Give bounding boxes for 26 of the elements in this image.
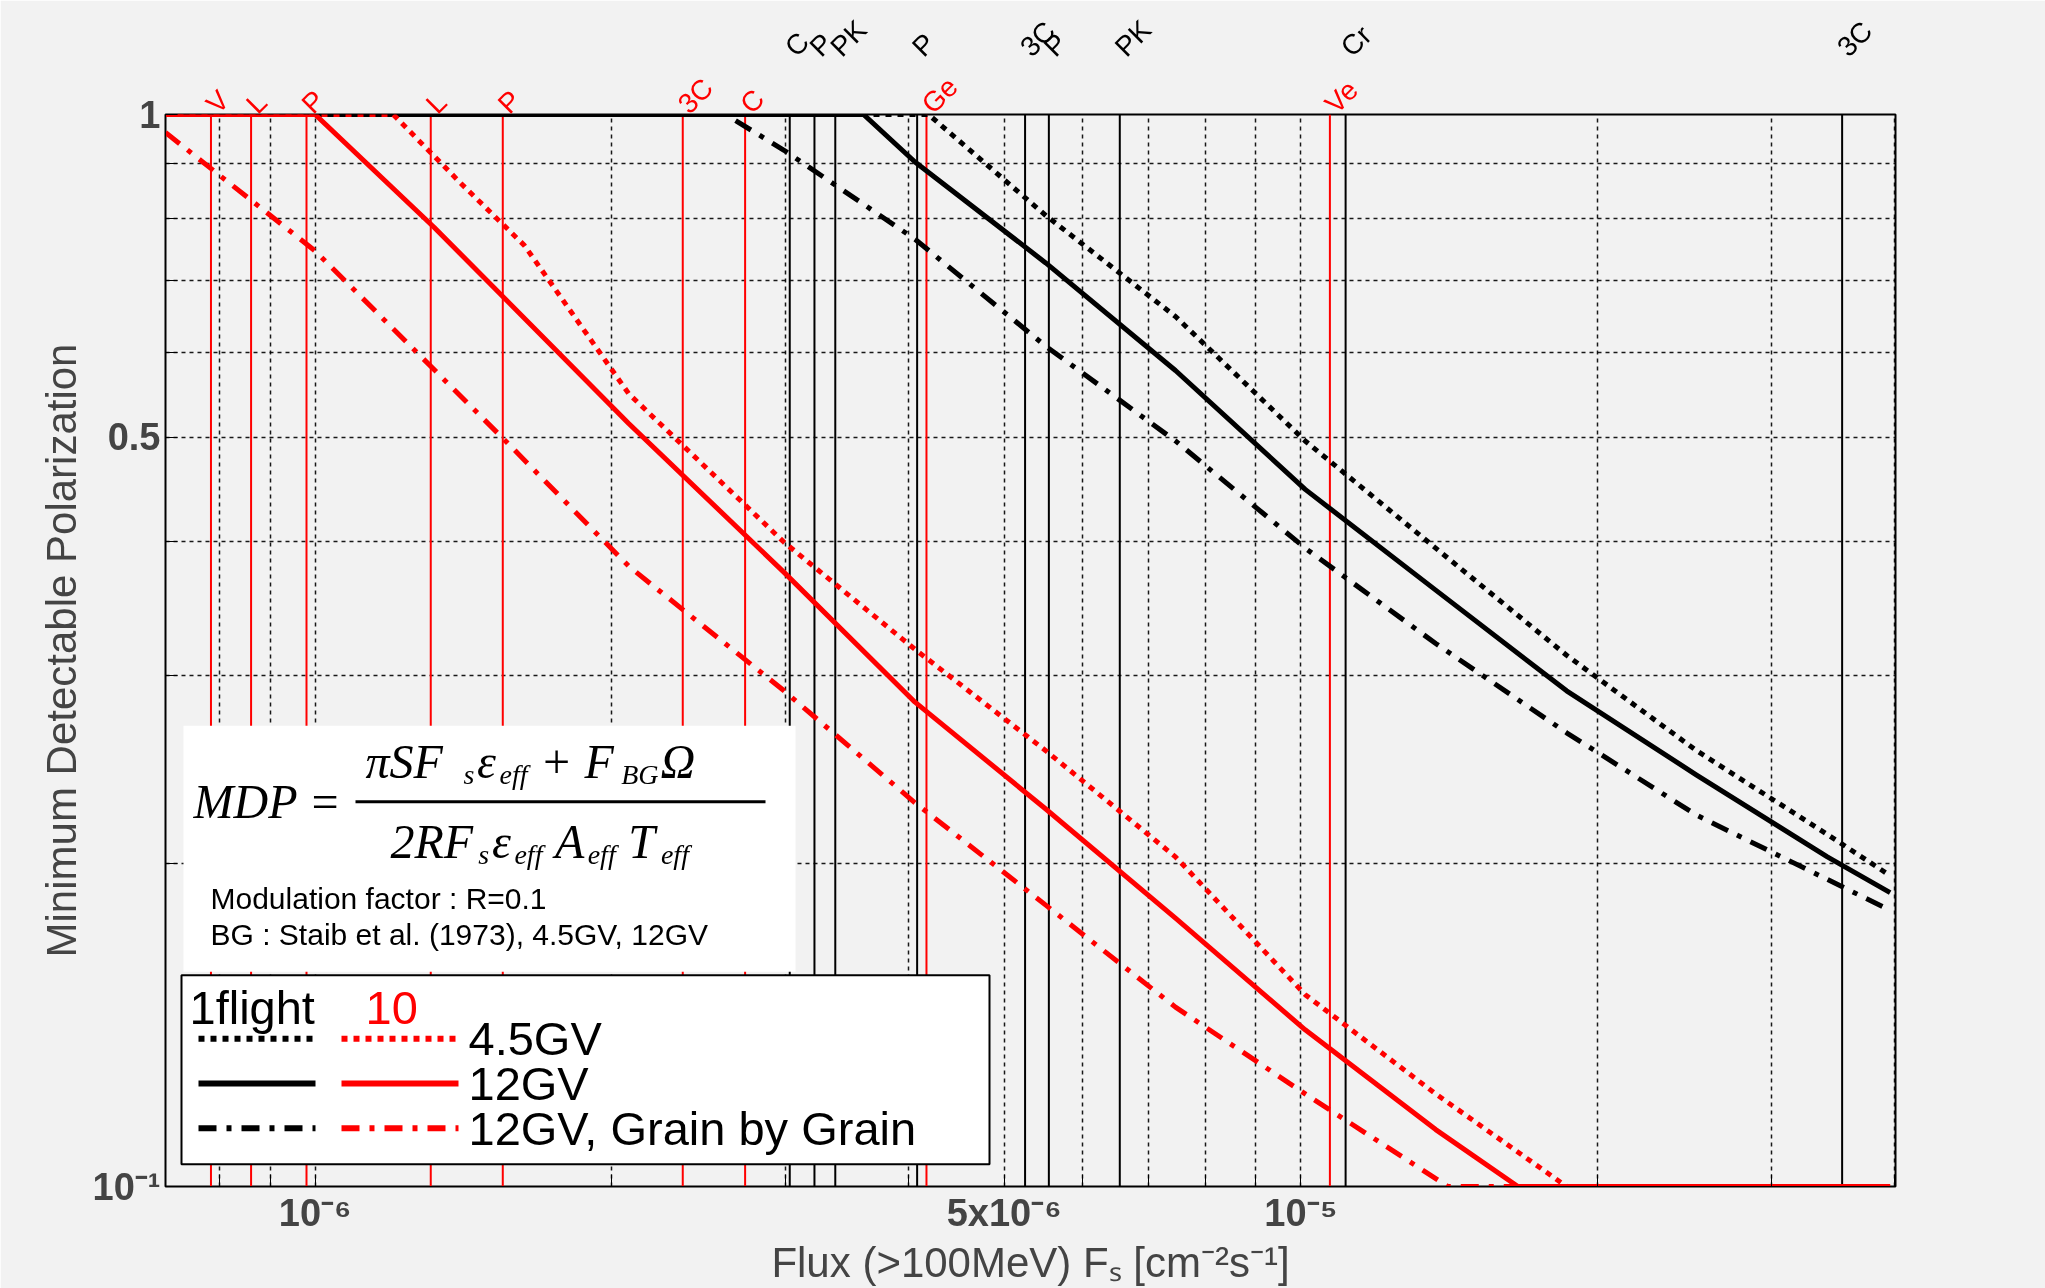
x-axis-title: Flux (>100MeV) Fₛ [cm⁻²s⁻¹]: [771, 1238, 1290, 1286]
x-tick-label: 10⁻⁵: [1264, 1191, 1338, 1234]
y-tick-label: 1: [139, 93, 161, 136]
annotation: 10: [365, 980, 418, 1034]
y-tick-label: 10⁻¹: [92, 1165, 161, 1208]
ref-line-label: 3C: [671, 72, 720, 120]
ref-line-label: P: [295, 84, 331, 120]
annotation: 1flight: [189, 981, 315, 1035]
ref-line-label: 3C: [1831, 15, 1879, 63]
annotation: BG : Staib et al. (1973), 4.5GV, 12GV: [210, 917, 709, 951]
ref-line-label: V: [200, 84, 236, 120]
ref-line-label: L: [240, 86, 274, 120]
y-axis-title: Minimum Detectable Polarization: [37, 343, 85, 958]
ref-line-label: Ve: [1318, 74, 1364, 120]
ref-line-label: L: [419, 86, 453, 120]
ref-line-label: P: [906, 27, 942, 63]
y-tick-label: 0.5: [107, 416, 161, 459]
ref-line-label: Cr: [1334, 19, 1378, 63]
annotation: Modulation factor : R=0.1: [210, 881, 547, 915]
ref-line-label: C: [734, 83, 771, 120]
x-tick-label: 5x10⁻⁶: [946, 1191, 1062, 1234]
ref-line-label: PK: [1108, 13, 1158, 63]
annotation: MDP =: [192, 775, 341, 829]
x-tick-label: 10⁻⁶: [278, 1191, 352, 1234]
ref-line-label: Ge: [915, 71, 964, 120]
ref-line-label: P: [491, 84, 527, 120]
